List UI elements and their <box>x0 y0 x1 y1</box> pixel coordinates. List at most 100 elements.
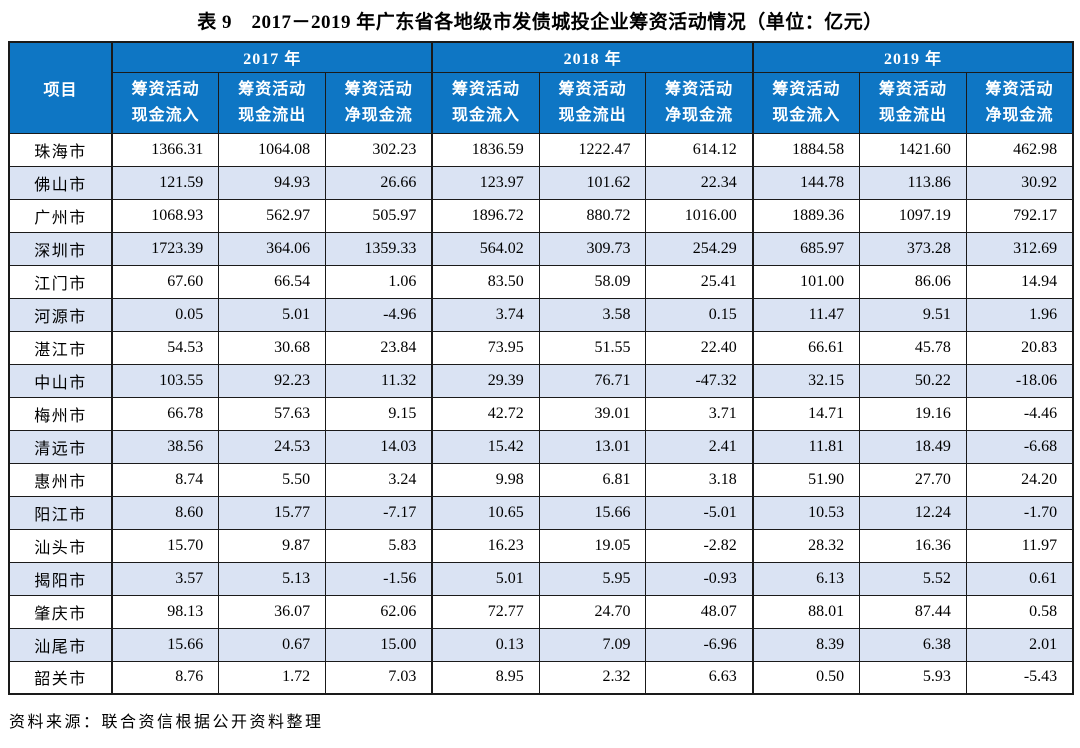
value-cell: 2.32 <box>538 660 647 695</box>
value-cell: 1016.00 <box>645 198 754 233</box>
value-cell: 5.01 <box>218 297 327 332</box>
metric-header-line2: 现金流入 <box>452 106 521 124</box>
value-cell: 2.01 <box>965 627 1074 662</box>
value-cell: -2.82 <box>645 528 754 563</box>
table-row: 湛江市 54.53 30.68 23.84 73.95 51.55 22.40 66.61 45… <box>8 330 1074 365</box>
value-cell: 254.29 <box>645 231 754 266</box>
value-cell: 73.95 <box>431 330 540 365</box>
value-cell: 6.63 <box>645 660 754 695</box>
value-cell: 38.56 <box>111 429 220 464</box>
city-cell: 清远市 <box>8 429 113 464</box>
value-cell: -4.96 <box>325 297 433 332</box>
metric-header-2019-3: 筹资活动 净现金流 <box>965 71 1074 134</box>
value-cell: 94.93 <box>218 165 327 200</box>
value-cell: 462.98 <box>965 132 1074 167</box>
value-cell: 562.97 <box>218 198 327 233</box>
value-cell: 0.15 <box>645 297 754 332</box>
table-row: 阳江市 8.60 15.77 -7.17 10.65 15.66 -5.01 10.53 12.… <box>8 495 1074 530</box>
value-cell: 1222.47 <box>538 132 647 167</box>
city-cell: 阳江市 <box>8 495 113 530</box>
value-cell: 7.09 <box>538 627 647 662</box>
city-cell: 河源市 <box>8 297 113 332</box>
value-cell: 58.09 <box>538 264 647 299</box>
value-cell: 0.05 <box>111 297 220 332</box>
value-cell: 1097.19 <box>859 198 967 233</box>
value-cell: -6.68 <box>965 429 1074 464</box>
value-cell: 22.34 <box>645 165 754 200</box>
value-cell: 24.53 <box>218 429 327 464</box>
value-cell: 144.78 <box>751 165 861 200</box>
table-title: 表 9 2017－2019 年广东省各地级市发债城投企业筹资活动情况（单位：亿元… <box>197 12 883 33</box>
value-cell: 15.66 <box>111 627 220 662</box>
value-cell: 1896.72 <box>431 198 540 233</box>
metric-header-2017-3: 筹资活动 净现金流 <box>325 71 433 134</box>
metric-header-2019-2: 筹资活动 现金流出 <box>859 71 967 134</box>
value-cell: 11.81 <box>751 429 861 464</box>
value-cell: 3.71 <box>645 396 754 431</box>
value-cell: 3.58 <box>538 297 647 332</box>
value-cell: 373.28 <box>859 231 967 266</box>
value-cell: 5.13 <box>218 561 327 596</box>
city-cell: 汕头市 <box>8 528 113 563</box>
metric-header-line1: 筹资活动 <box>772 80 841 98</box>
value-cell: 121.59 <box>111 165 220 200</box>
metric-header-2018-3: 筹资活动 净现金流 <box>645 71 754 134</box>
value-cell: 9.51 <box>859 297 967 332</box>
metric-header-line2: 现金流入 <box>772 106 841 124</box>
value-cell: -5.01 <box>645 495 754 530</box>
value-cell: 86.06 <box>859 264 967 299</box>
value-cell: 42.72 <box>431 396 540 431</box>
value-cell: 1884.58 <box>751 132 861 167</box>
metric-header-line1: 筹资活动 <box>344 80 413 98</box>
value-cell: 9.98 <box>431 462 540 497</box>
value-cell: 1889.36 <box>751 198 861 233</box>
value-cell: 6.13 <box>751 561 861 596</box>
value-cell: -5.43 <box>965 660 1074 695</box>
metric-header-row: 筹资活动 现金流入 筹资活动 现金流出 筹资活动 净现金流 筹资活动 现金流入 筹资活动 现金流出… <box>9 71 1074 134</box>
value-cell: 103.55 <box>111 363 220 398</box>
value-cell: 3.57 <box>111 561 220 596</box>
value-cell: 57.63 <box>218 396 327 431</box>
value-cell: 27.70 <box>859 462 967 497</box>
metric-header-line2: 现金流入 <box>131 106 200 124</box>
table-row: 揭阳市 3.57 5.13 -1.56 5.01 5.95 -0.93 6.13 5.52 0.6… <box>8 561 1074 596</box>
metric-header-2018-2: 筹资活动 现金流出 <box>538 71 647 134</box>
col-header-project: 项目 <box>8 41 113 134</box>
year-header-row: 项目 2017 年 2018 年 2019 年 <box>8 41 1074 134</box>
value-cell: 11.97 <box>965 528 1074 563</box>
value-cell: -4.46 <box>965 396 1074 431</box>
value-cell: 87.44 <box>859 594 967 629</box>
value-cell: -0.93 <box>645 561 754 596</box>
city-cell: 肇庆市 <box>8 594 113 629</box>
table-row: 深圳市 1723.39 364.06 1359.33 564.02 309.73 254.2… <box>8 231 1074 266</box>
metric-header-line1: 筹资活动 <box>238 80 307 98</box>
value-cell: 6.38 <box>859 627 967 662</box>
metric-header-line1: 筹资活动 <box>665 80 734 98</box>
value-cell: -7.17 <box>325 495 433 530</box>
value-cell: 505.97 <box>325 198 433 233</box>
city-cell: 揭阳市 <box>8 561 113 596</box>
value-cell: 302.23 <box>325 132 433 167</box>
value-cell: 3.74 <box>431 297 540 332</box>
value-cell: 1359.33 <box>325 231 433 266</box>
value-cell: 123.97 <box>431 165 540 200</box>
value-cell: 14.94 <box>965 264 1074 299</box>
value-cell: 24.70 <box>538 594 647 629</box>
metric-header-line1: 筹资活动 <box>131 80 200 98</box>
city-cell: 梅州市 <box>8 396 113 431</box>
value-cell: 1.72 <box>218 660 327 695</box>
value-cell: 66.78 <box>111 396 220 431</box>
value-cell: 23.84 <box>325 330 433 365</box>
metric-header-2017-2: 筹资活动 现金流出 <box>218 71 327 134</box>
value-cell: -18.06 <box>965 363 1074 398</box>
value-cell: 364.06 <box>218 231 327 266</box>
value-cell: 15.70 <box>111 528 220 563</box>
value-cell: 1836.59 <box>431 132 540 167</box>
year-header-2019: 2019 年 <box>751 41 1074 73</box>
year-header-2018: 2018 年 <box>431 41 754 73</box>
value-cell: 18.49 <box>859 429 967 464</box>
city-cell: 珠海市 <box>8 132 113 167</box>
value-cell: 792.17 <box>965 198 1074 233</box>
table-row: 惠州市 8.74 5.50 3.24 9.98 6.81 3.18 51.90 27.70 24.… <box>8 462 1074 497</box>
